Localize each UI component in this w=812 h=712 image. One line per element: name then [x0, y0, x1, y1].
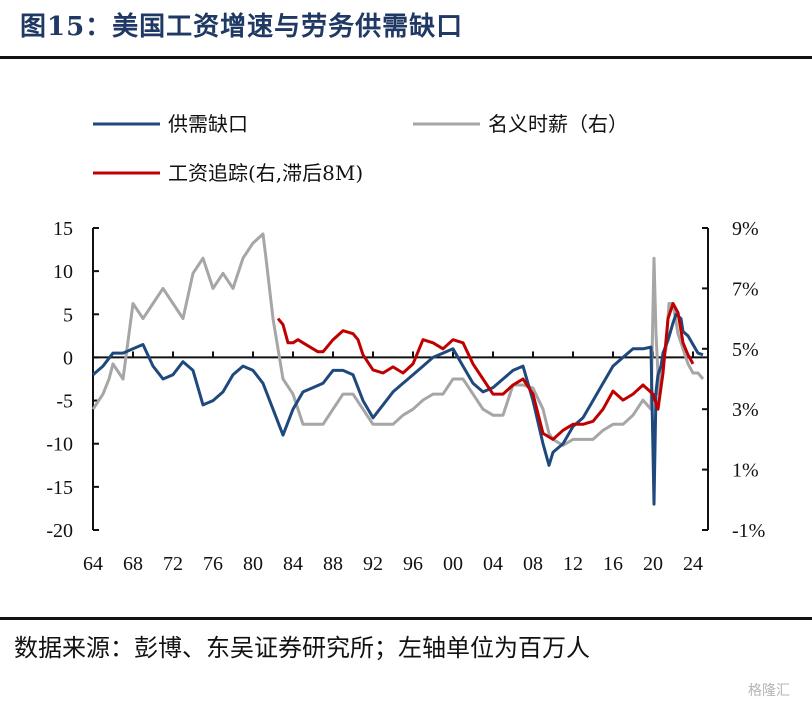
x-axis-tick-label: 72: [163, 553, 183, 575]
legend-label-wage-tracker: 工资追踪(右,滞后8M): [168, 161, 363, 185]
left-axis-tick-label: -20: [46, 520, 73, 542]
left-axis-tick-label: 15: [53, 218, 73, 240]
x-axis-tick-label: 12: [563, 553, 583, 575]
right-axis-tick-label: 3%: [732, 399, 759, 421]
source-note: 数据来源：彭博、东吴证券研究所；左轴单位为百万人: [14, 634, 590, 662]
x-axis-tick-label: 84: [283, 553, 303, 575]
right-axis-tick-label: -1%: [732, 520, 765, 542]
x-axis-tick-label: 80: [243, 553, 263, 575]
figure-title: 图15：美国工资增速与劳务供需缺口: [20, 12, 464, 42]
series-line-supply-demand-gap: [92, 312, 704, 506]
right-axis-tick-label: 5%: [732, 339, 759, 361]
left-axis-tick-label: 10: [53, 261, 73, 283]
series-line-wage-tracker: [276, 302, 695, 441]
legend-label-nominal-hourly-wage: 名义时薪（右）: [488, 112, 628, 136]
series-line-nominal-hourly-wage: [91, 232, 705, 447]
left-axis-tick-label: -5: [56, 391, 73, 413]
x-axis-tick-label: 96: [403, 553, 423, 575]
right-axis-tick-label: 1%: [732, 460, 759, 482]
x-axis-tick-label: 68: [123, 553, 143, 575]
x-axis-tick-label: 00: [443, 553, 463, 575]
chart-series: [91, 232, 705, 506]
x-axis-tick-label: 16: [603, 553, 623, 575]
x-axis-tick-label: 24: [683, 553, 703, 575]
left-axis-tick-label: -10: [46, 434, 73, 456]
x-axis-tick-label: 92: [363, 553, 383, 575]
x-axis-tick-label: 76: [203, 553, 223, 575]
left-axis-tick-label: -15: [46, 477, 73, 499]
x-axis-tick-label: 08: [523, 553, 543, 575]
x-axis-tick-label: 20: [643, 553, 663, 575]
x-axis-tick-label: 88: [323, 553, 343, 575]
chart-legend: 供需缺口 名义时薪（右） 工资追踪(右,滞后8M): [93, 112, 628, 185]
line-chart: 供需缺口 名义时薪（右） 工资追踪(右,滞后8M) 15 10 5 0 -5 -10 -15…: [46, 112, 765, 575]
legend-label-supply-demand-gap: 供需缺口: [168, 112, 248, 136]
x-axis-tick-label: 64: [83, 553, 103, 575]
right-axis-tick-label: 7%: [732, 278, 759, 300]
left-axis-tick-label: 5: [63, 304, 73, 326]
source-divider: [0, 617, 812, 620]
left-axis-tick-label: 0: [63, 347, 73, 369]
x-axis-tick-label: 04: [483, 553, 503, 575]
watermark: 格隆汇: [748, 683, 790, 699]
right-axis-tick-label: 9%: [732, 218, 759, 240]
chart-axes: 15 10 5 0 -5 -10 -15 -20 9% 7% 5% 3% 1% -1% 64 68 72 76 80…: [46, 218, 765, 575]
title-divider: [0, 56, 812, 59]
